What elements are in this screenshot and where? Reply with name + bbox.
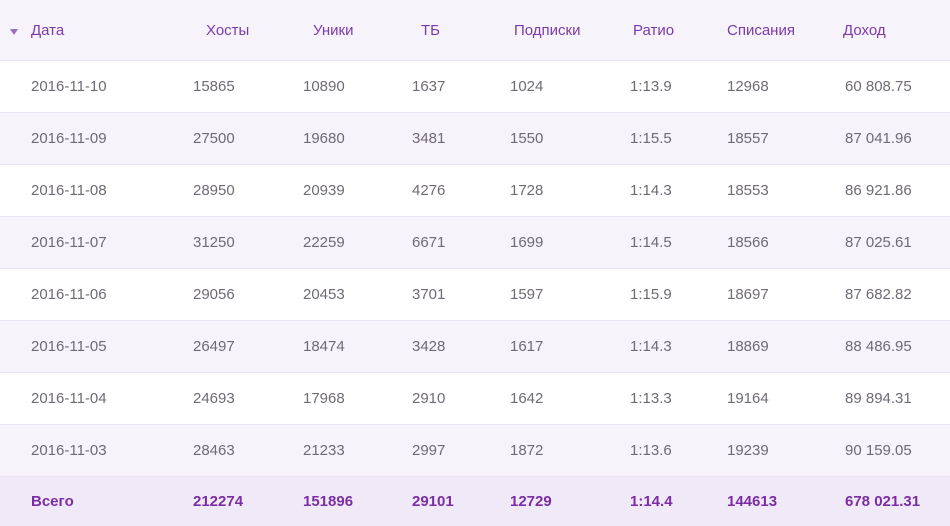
cell-ratio: 1:14.5 — [630, 234, 672, 251]
cell-subscriptions: 1024 — [510, 78, 544, 95]
cell-hosts: 28463 — [193, 442, 235, 459]
cell-tb: 6671 — [412, 234, 446, 251]
total-tb: 29101 — [412, 493, 454, 510]
cell-uniques: 10890 — [303, 78, 345, 95]
cell-uniques: 19680 — [303, 130, 345, 147]
cell-hosts: 15865 — [193, 78, 235, 95]
cell-tb: 3428 — [412, 338, 446, 355]
cell-subscriptions: 1872 — [510, 442, 544, 459]
cell-tb: 1637 — [412, 78, 446, 95]
column-header-income[interactable]: Доход — [843, 21, 886, 39]
cell-uniques: 18474 — [303, 338, 345, 355]
cell-date: 2016-11-09 — [31, 130, 107, 147]
table-row: 2016-11-06 29056 20453 3701 1597 1:15.9 18697 8… — [0, 268, 950, 320]
cell-date: 2016-11-10 — [31, 78, 107, 95]
cell-subscriptions: 1699 — [510, 234, 544, 251]
cell-income: 88 486.95 — [845, 338, 912, 355]
cell-charges: 18869 — [727, 338, 769, 355]
column-header-hosts[interactable]: Хосты — [206, 21, 250, 39]
cell-income: 87 682.82 — [845, 286, 912, 303]
total-hosts: 212274 — [193, 493, 244, 510]
cell-subscriptions: 1728 — [510, 182, 544, 199]
cell-date: 2016-11-08 — [31, 182, 107, 199]
cell-income: 60 808.75 — [845, 78, 912, 95]
cell-hosts: 29056 — [193, 286, 235, 303]
cell-charges: 18697 — [727, 286, 769, 303]
cell-hosts: 31250 — [193, 234, 235, 251]
cell-subscriptions: 1597 — [510, 286, 544, 303]
cell-income: 90 159.05 — [845, 442, 912, 459]
cell-uniques: 21233 — [303, 442, 345, 459]
cell-tb: 3701 — [412, 286, 446, 303]
table-row: 2016-11-09 27500 19680 3481 1550 1:15.5 18557 8… — [0, 112, 950, 164]
cell-date: 2016-11-03 — [31, 442, 107, 459]
cell-uniques: 20939 — [303, 182, 345, 199]
cell-charges: 12968 — [727, 78, 769, 95]
column-header-uniques[interactable]: Уники — [313, 21, 354, 39]
table-total-row: Всего 212274 151896 29101 12729 1:14.4 1… — [0, 476, 950, 526]
cell-date: 2016-11-07 — [31, 234, 107, 251]
table-row: 2016-11-07 31250 22259 6671 1699 1:14.5 18566 8… — [0, 216, 950, 268]
cell-ratio: 1:15.9 — [630, 286, 672, 303]
cell-uniques: 22259 — [303, 234, 345, 251]
cell-uniques: 17968 — [303, 390, 345, 407]
cell-ratio: 1:15.5 — [630, 130, 672, 147]
cell-subscriptions: 1617 — [510, 338, 544, 355]
cell-tb: 4276 — [412, 182, 446, 199]
column-header-charges[interactable]: Списания — [727, 21, 795, 39]
cell-hosts: 27500 — [193, 130, 235, 147]
cell-income: 89 894.31 — [845, 390, 912, 407]
cell-uniques: 20453 — [303, 286, 345, 303]
cell-date: 2016-11-04 — [31, 390, 107, 407]
cell-charges: 18553 — [727, 182, 769, 199]
cell-tb: 3481 — [412, 130, 446, 147]
total-label: Всего — [31, 493, 74, 510]
cell-date: 2016-11-06 — [31, 286, 107, 303]
total-income: 678 021.31 — [845, 493, 921, 510]
cell-date: 2016-11-05 — [31, 338, 107, 355]
cell-charges: 18557 — [727, 130, 769, 147]
cell-ratio: 1:14.3 — [630, 182, 672, 199]
table-row: 2016-11-08 28950 20939 4276 1728 1:14.3 18553 8… — [0, 164, 950, 216]
cell-hosts: 28950 — [193, 182, 235, 199]
total-ratio: 1:14.4 — [630, 493, 673, 510]
sort-desc-icon[interactable] — [10, 0, 18, 60]
cell-tb: 2997 — [412, 442, 446, 459]
cell-subscriptions: 1642 — [510, 390, 544, 407]
cell-charges: 18566 — [727, 234, 769, 251]
column-header-tb[interactable]: ТБ — [421, 21, 441, 39]
column-header-ratio[interactable]: Ратио — [633, 21, 675, 39]
total-subscriptions: 12729 — [510, 493, 552, 510]
cell-charges: 19239 — [727, 442, 769, 459]
cell-ratio: 1:13.3 — [630, 390, 672, 407]
cell-charges: 19164 — [727, 390, 769, 407]
cell-ratio: 1:14.3 — [630, 338, 672, 355]
cell-income: 87 041.96 — [845, 130, 912, 147]
cell-ratio: 1:13.6 — [630, 442, 672, 459]
total-uniques: 151896 — [303, 493, 354, 510]
cell-income: 86 921.86 — [845, 182, 912, 199]
table-row: 2016-11-10 15865 10890 1637 1024 1:13.9 12968 6… — [0, 60, 950, 112]
table-row: 2016-11-05 26497 18474 3428 1617 1:14.3 18869 8… — [0, 320, 950, 372]
table-row: 2016-11-04 24693 17968 2910 1642 1:13.3 19164 8… — [0, 372, 950, 424]
cell-income: 87 025.61 — [845, 234, 912, 251]
column-header-date[interactable]: Дата — [31, 21, 65, 39]
cell-subscriptions: 1550 — [510, 130, 544, 147]
table-header: Дата Хосты Уники ТБ Подписки Ратио Списа… — [0, 0, 950, 60]
total-charges: 144613 — [727, 493, 778, 510]
table-row: 2016-11-03 28463 21233 2997 1872 1:13.6 19239 9… — [0, 424, 950, 476]
cell-ratio: 1:13.9 — [630, 78, 672, 95]
cell-hosts: 24693 — [193, 390, 235, 407]
cell-tb: 2910 — [412, 390, 446, 407]
cell-hosts: 26497 — [193, 338, 235, 355]
column-header-subscriptions[interactable]: Подписки — [514, 21, 581, 39]
